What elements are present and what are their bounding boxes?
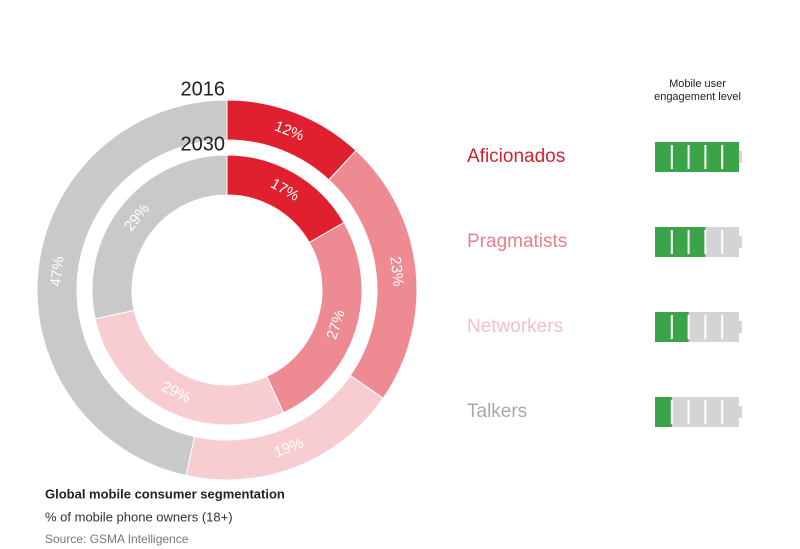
data-label: 47% <box>47 256 67 288</box>
source: Source: GSMA Intelligence <box>45 532 189 546</box>
engagement-title: Mobile user engagement level <box>654 78 741 103</box>
legend-label: Aficionados <box>467 146 565 167</box>
legend-label: Pragmatists <box>467 231 567 252</box>
chart-subtitle: % of mobile phone owners (18+) <box>45 509 233 524</box>
data-label: 23% <box>386 256 406 288</box>
ring-label: 2030 <box>181 133 226 155</box>
chart-title: Global mobile consumer segmentation <box>45 486 285 501</box>
engagement-level <box>655 227 706 257</box>
legend-label: Networkers <box>467 316 563 337</box>
ring-label: 2016 <box>181 78 226 100</box>
engagement-level <box>655 142 739 172</box>
battery-tip <box>739 406 742 418</box>
engagement-level <box>655 397 672 427</box>
battery-tip <box>739 236 742 248</box>
donut-segment <box>91 154 228 320</box>
battery-tip <box>739 321 742 333</box>
donut-segment <box>36 99 228 477</box>
legend-label: Talkers <box>467 401 527 422</box>
battery-tip <box>739 151 742 163</box>
